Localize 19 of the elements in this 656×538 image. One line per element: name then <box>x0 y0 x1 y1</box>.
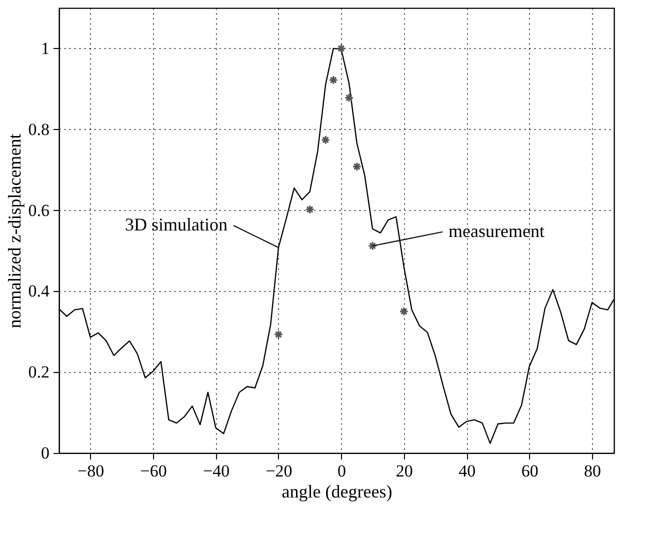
annotation: 3D simulation <box>124 214 228 234</box>
y-tick-label: 0.4 <box>28 282 50 301</box>
annotation: measurement <box>448 220 545 241</box>
x-tick-label: −40 <box>202 462 230 480</box>
y-tick-label: 0.6 <box>28 200 50 220</box>
x-axis-title: angle (degrees) <box>282 482 392 502</box>
y-axis-title: normalized z-displacement <box>4 134 24 328</box>
x-tick-label: 60 <box>521 462 538 480</box>
x-tick-label: 80 <box>584 462 602 480</box>
x-tick-label: −80 <box>78 462 104 480</box>
y-tick-label: 0 <box>41 444 50 462</box>
x-tick-label: 20 <box>396 462 413 480</box>
y-tick-label: 0.2 <box>28 362 50 382</box>
x-tick-label: 40 <box>458 462 476 480</box>
x-tick-label: 0 <box>337 462 346 480</box>
y-tick-label: 0.8 <box>28 120 50 139</box>
x-tick-label: −20 <box>266 462 292 480</box>
x-tick-label: −60 <box>140 462 167 480</box>
y-tick-label: 1 <box>41 38 50 58</box>
